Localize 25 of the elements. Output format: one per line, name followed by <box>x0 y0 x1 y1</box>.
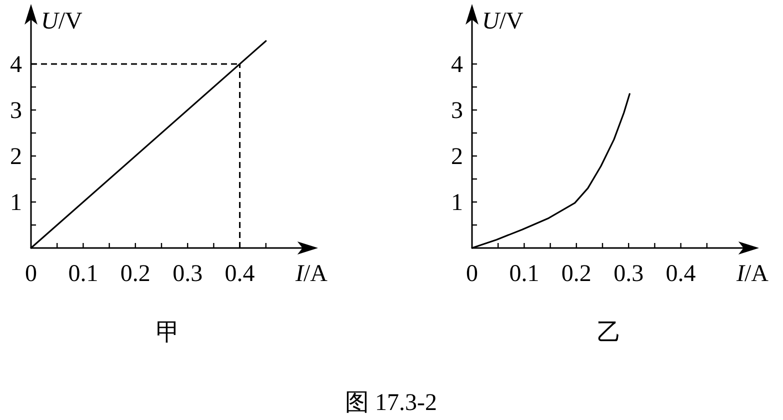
x-tick-label: 0 <box>466 261 478 287</box>
x-tick-label: 0.3 <box>614 261 644 287</box>
y-tick-label: 3 <box>451 98 463 124</box>
x-tick-label: 0.1 <box>509 261 540 287</box>
x-axis-title: I/A <box>735 261 770 287</box>
x-tick-label: 0.3 <box>172 261 203 287</box>
x-tick-label: 0.2 <box>120 261 150 287</box>
y-tick-label: 2 <box>10 144 22 170</box>
x-tick-label: 0.1 <box>68 261 98 287</box>
y-tick-label: 2 <box>451 144 463 170</box>
y-axis-title: U/V <box>482 8 524 34</box>
y-tick-label: 3 <box>10 98 22 124</box>
text: 甲 <box>156 320 180 346</box>
x-axis-title: I/A <box>294 261 328 287</box>
x-tick-label: 0 <box>25 261 37 287</box>
x-tick-label: 0.4 <box>666 261 696 287</box>
x-tick-label: 0.4 <box>224 261 255 287</box>
x-tick-label: 0.2 <box>561 261 592 287</box>
y-tick-label: 1 <box>10 190 22 216</box>
y-tick-label: 1 <box>451 190 463 216</box>
annotation: 图 17.3-2 <box>345 390 437 416</box>
y-tick-label: 4 <box>10 52 22 78</box>
y-tick-label: 4 <box>451 52 463 78</box>
y-axis-title: U/V <box>41 8 84 34</box>
text: 乙 <box>597 320 622 346</box>
